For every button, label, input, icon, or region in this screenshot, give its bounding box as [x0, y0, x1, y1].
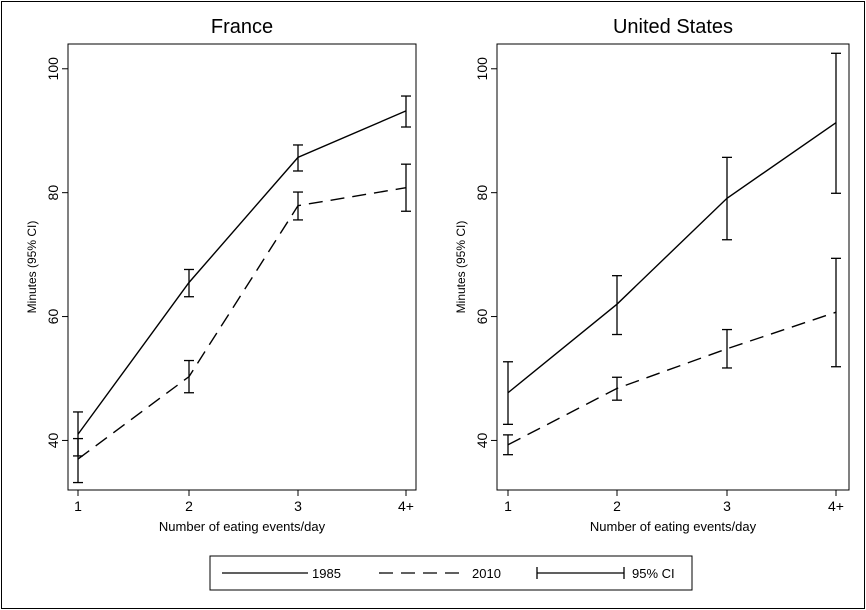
x-tick-label: 1	[74, 498, 82, 514]
chart-marks-united-states: 40 60 80 100 1 2 3 4+	[474, 52, 844, 514]
y-tick-label: 80	[45, 185, 61, 201]
x-tick-label: 1	[504, 498, 512, 514]
x-tick-label: 2	[613, 498, 621, 514]
series-line-1985	[507, 122, 837, 394]
panel-united-states: United States Number of eating events/da…	[454, 16, 850, 534]
x-axis-label-france: Number of eating events/day	[159, 519, 326, 534]
y-tick-label: 40	[474, 432, 490, 448]
plot-frame-united-states	[496, 43, 850, 491]
y-tick-label: 40	[45, 432, 61, 448]
y-tick-label: 60	[474, 309, 490, 325]
series-line-2010	[507, 311, 837, 446]
chart-marks-france: 40 60 80 100 1 2 3 4+	[45, 57, 414, 514]
chart-title-france: France	[211, 16, 273, 38]
legend-label-ci: 95% CI	[632, 566, 675, 581]
y-tick-label: 100	[474, 57, 490, 81]
legend-label-2010: 2010	[472, 566, 501, 581]
legend-label-1985: 1985	[312, 566, 341, 581]
y-axis-label-united-states: Minutes (95% CI)	[454, 221, 468, 314]
y-tick-label: 60	[45, 309, 61, 325]
x-tick-label: 3	[294, 498, 302, 514]
series-line-2010	[77, 187, 407, 460]
x-tick-label: 4+	[828, 498, 844, 514]
legend-item-2010: 2010	[379, 566, 501, 581]
y-tick-label: 100	[45, 57, 61, 81]
legend-item-ci: 95% CI	[536, 566, 675, 581]
panel-france: France Number of eating events/day Minut…	[25, 16, 417, 534]
plot-frame-france	[67, 43, 417, 491]
legend: 1985 2010 95% CI	[209, 555, 693, 591]
legend-box	[209, 555, 693, 591]
legend-item-1985: 1985	[222, 566, 341, 581]
x-tick-label: 3	[723, 498, 731, 514]
series-line-1985	[77, 110, 407, 435]
x-tick-label: 2	[185, 498, 193, 514]
x-axis-label-united-states: Number of eating events/day	[590, 519, 757, 534]
chart-title-united-states: United States	[613, 16, 733, 38]
y-tick-label: 80	[474, 185, 490, 201]
y-axis-label-france: Minutes (95% CI)	[25, 221, 39, 314]
x-tick-label: 4+	[398, 498, 414, 514]
